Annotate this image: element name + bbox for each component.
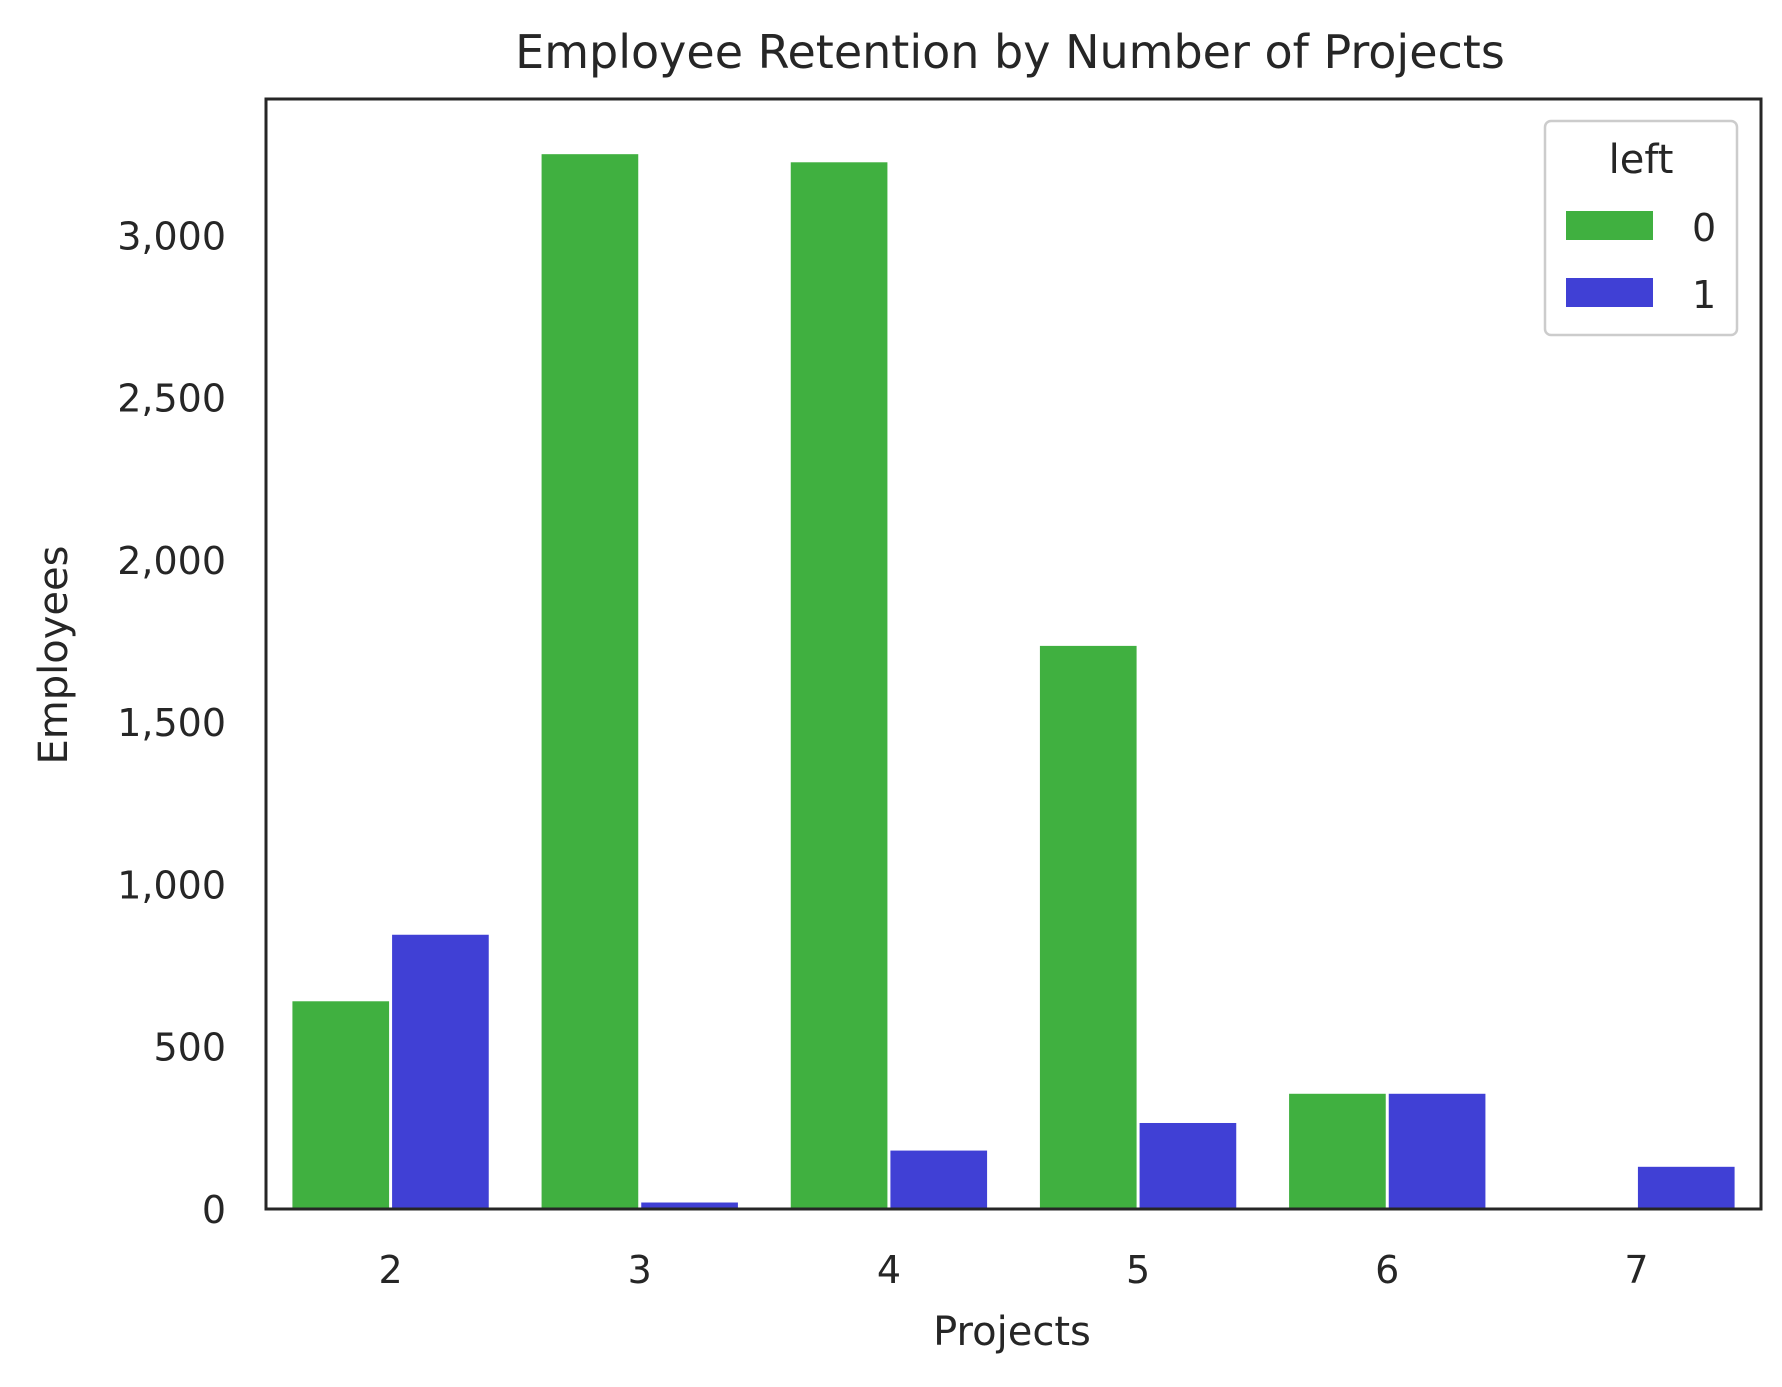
y-tick-label: 1,500 [117,701,226,745]
legend-title: left [1609,137,1674,183]
x-axis-label: Projects [933,1309,1091,1355]
bar-6-left-1 [1388,1093,1486,1209]
legend-label-0: 0 [1692,206,1716,250]
y-tick-label: 2,500 [117,377,226,421]
x-tick-label: 6 [1375,1248,1399,1292]
x-tick-label: 7 [1624,1248,1648,1292]
bar-6-left-0 [1289,1093,1386,1209]
y-axis-ticks: 0 500 1,000 1,500 2,000 2,500 3,000 [117,214,226,1232]
bar-4-left-0 [790,162,888,1209]
chart-title: Employee Retention by Number of Projects [515,25,1505,79]
legend-swatch-1 [1566,278,1653,307]
y-tick-label: 500 [153,1026,226,1070]
plot-frame [264,97,1763,1211]
x-axis-ticks: 2 3 4 5 6 7 [378,1248,1648,1292]
bar-2-left-1 [392,934,489,1209]
legend: left 0 1 [1543,119,1739,337]
legend-swatch-0 [1566,211,1653,240]
bar-5-left-1 [1139,1122,1237,1209]
bar-2-left-0 [292,1001,390,1209]
bar-3-left-0 [541,154,639,1210]
bars-group [292,154,1735,1210]
y-tick-label: 3,000 [117,214,226,258]
x-tick-label: 3 [628,1248,652,1292]
x-tick-label: 4 [877,1248,901,1292]
x-tick-label: 2 [378,1248,402,1292]
y-tick-label: 1,000 [117,863,226,907]
y-axis-label: Employees [31,546,77,765]
x-tick-label: 5 [1126,1248,1150,1292]
bar-5-left-0 [1039,645,1137,1209]
y-tick-label: 2,000 [117,539,226,583]
y-tick-label: 0 [202,1188,226,1232]
bar-3-left-1 [641,1202,738,1209]
bar-4-left-1 [890,1150,988,1209]
bar-7-left-1 [1637,1166,1735,1209]
legend-label-1: 1 [1692,273,1716,317]
